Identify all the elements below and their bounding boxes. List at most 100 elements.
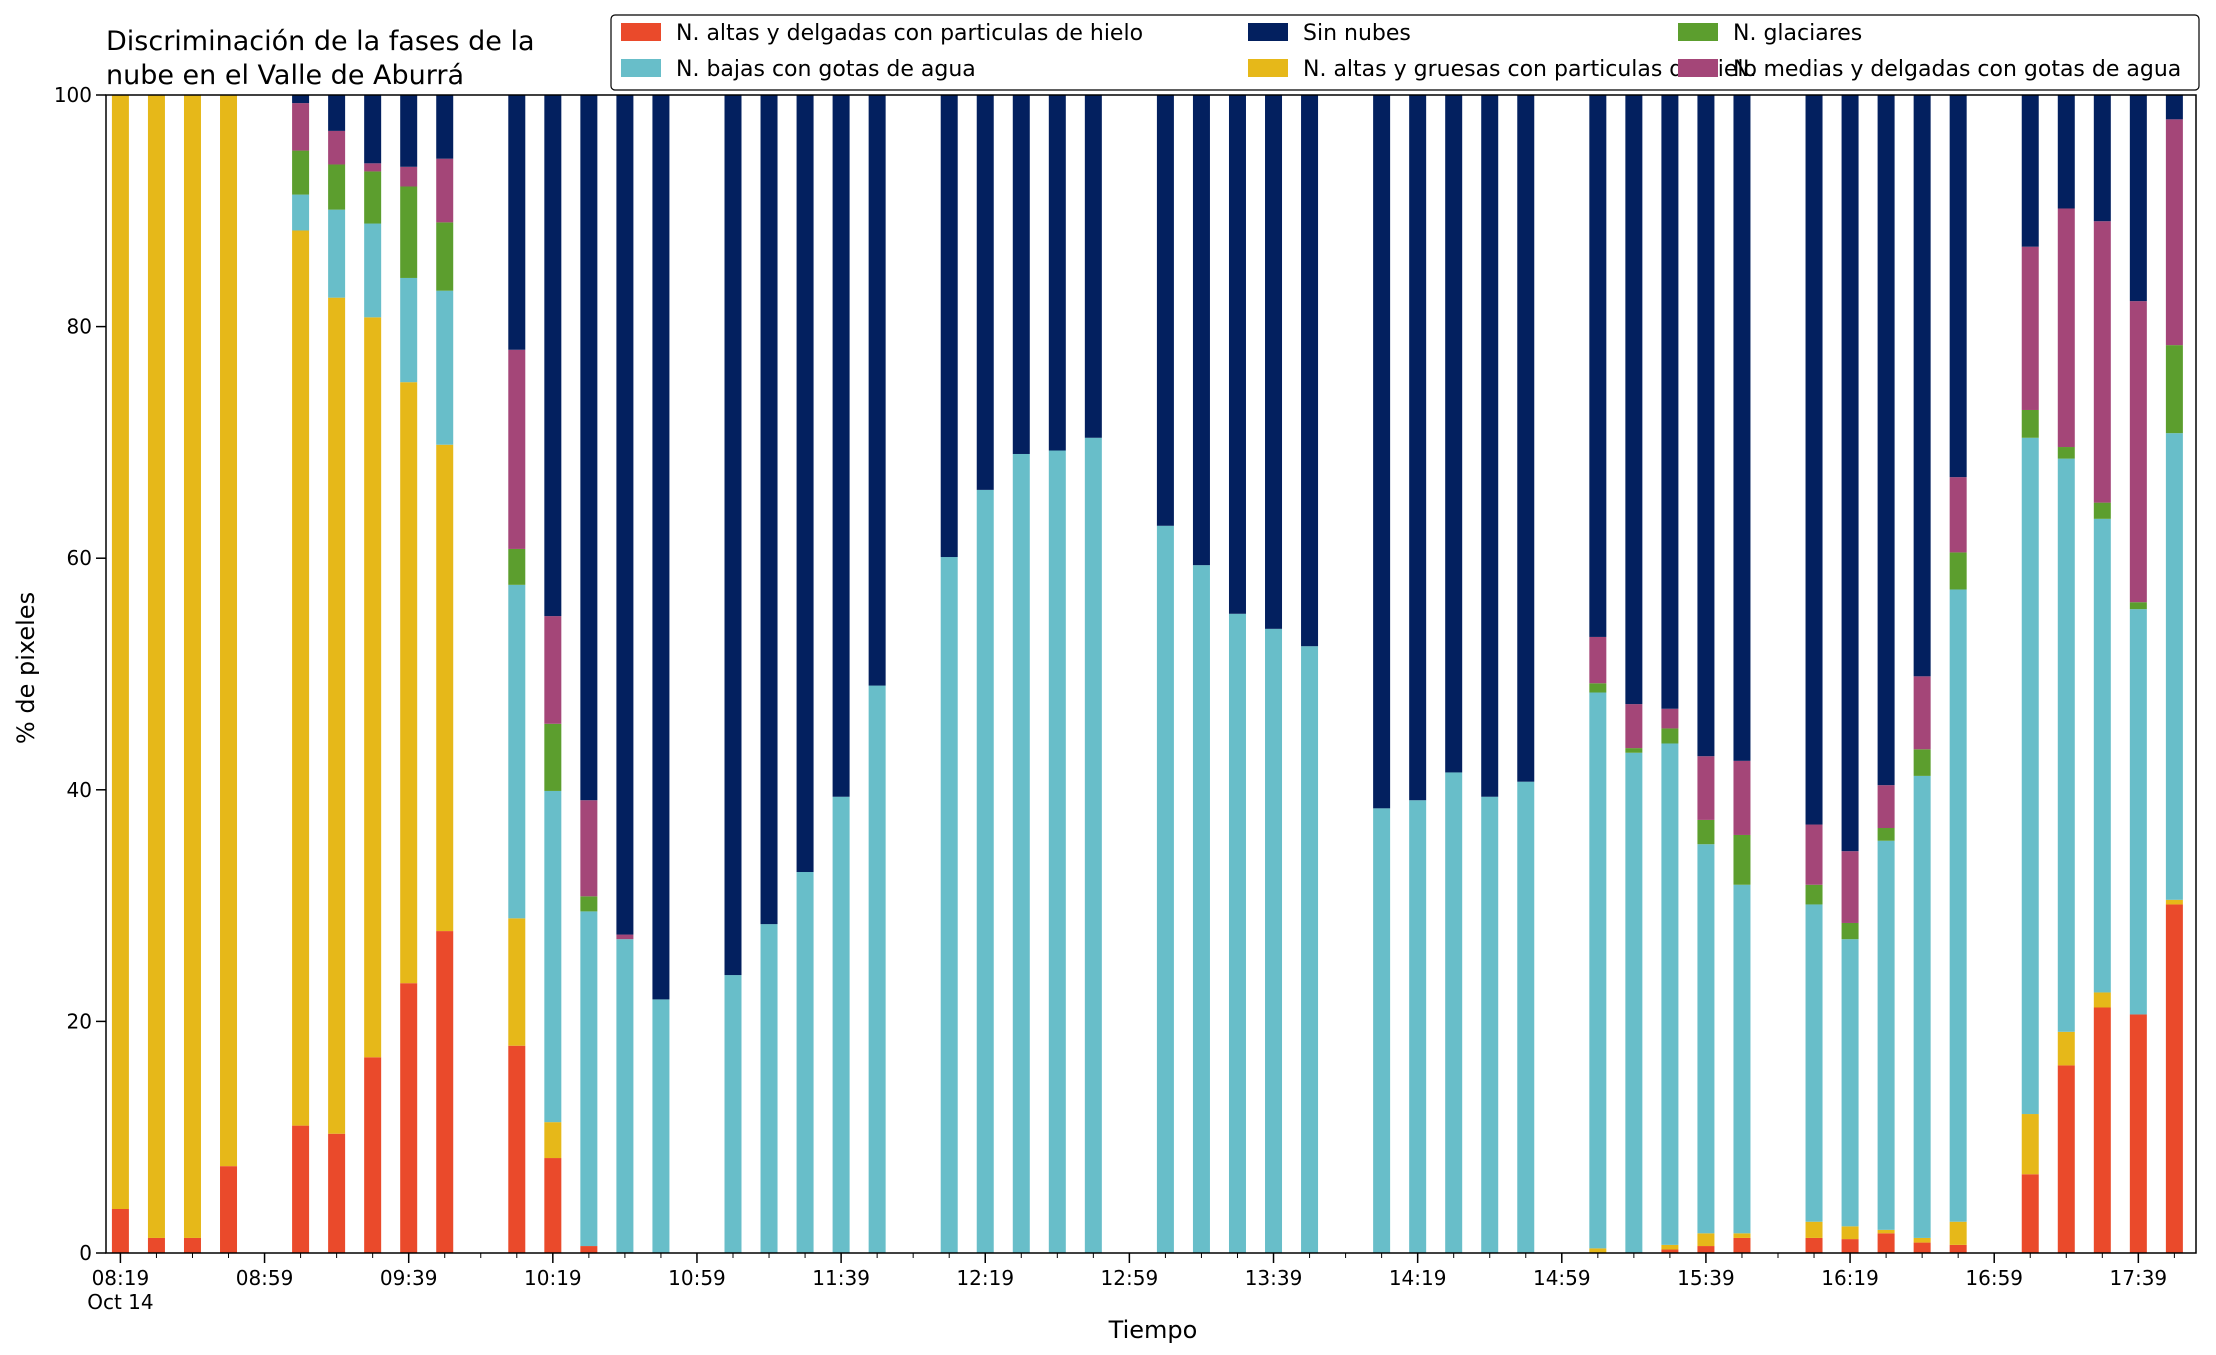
legend-label-0: N. altas y delgadas con particulas de hi…: [676, 21, 1143, 46]
bar-segment-1539-s4: [1697, 756, 1715, 820]
bar-segment-0939-s1: [400, 382, 418, 984]
bar-segment-0909-s3: [292, 150, 310, 195]
bar-segment-1009-s3: [508, 548, 526, 585]
bar-segment-1619-s2: [1841, 939, 1859, 1227]
legend-swatch-5: [1248, 23, 1288, 41]
bar-segment-1029-s2: [580, 911, 598, 1247]
bar-segment-0909-s1: [292, 230, 310, 1126]
legend-swatch-3: [1678, 23, 1718, 41]
bar-segment-1619-s4: [1841, 851, 1859, 923]
bar-segment-1329-s2: [1228, 613, 1246, 1253]
x-tick-label: 12:19: [956, 1266, 1014, 1290]
bar-segment-1729-s1: [2093, 992, 2111, 1008]
bar-segment-0919-s4: [328, 130, 346, 165]
bar-segment-1549-s0: [1733, 1237, 1751, 1253]
bar-segment-0819-s0: [111, 1209, 129, 1253]
bar-segment-1739-s3: [2129, 602, 2147, 610]
bar-segment-1749-s2: [2165, 433, 2183, 900]
bar-segment-1509-s4: [1589, 636, 1607, 684]
x-tick-label: 13:39: [1245, 1266, 1303, 1290]
legend-box: [610, 14, 2200, 91]
bar-segment-0939-s3: [400, 186, 418, 278]
bar-segment-0939-s5: [400, 95, 418, 167]
bar-segment-1549-s2: [1733, 884, 1751, 1234]
bar-segment-1729-s2: [2093, 518, 2111, 993]
bar-segment-0909-s2: [292, 194, 310, 231]
bar-segment-0849-s0: [220, 1166, 238, 1253]
x-tick-label: 16:19: [1821, 1266, 1879, 1290]
bar-segment-1019-s2: [544, 790, 562, 1123]
bar-segment-1529-s5: [1661, 95, 1679, 709]
legend-swatch-0: [621, 23, 661, 41]
bar-segment-1719-s0: [2057, 1065, 2075, 1253]
bar-segment-1539-s3: [1697, 819, 1715, 845]
bar-segment-1509-s1: [1589, 1248, 1607, 1253]
bar-segment-1629-s2: [1877, 840, 1895, 1230]
bar-segment-1739-s2: [2129, 609, 2147, 1015]
bar-segment-1729-s5: [2093, 95, 2111, 222]
bar-segment-1549-s5: [1733, 95, 1751, 761]
bar-segment-1019-s5: [544, 95, 562, 617]
bar-segment-1619-s0: [1841, 1239, 1859, 1253]
bar-segment-0949-s3: [436, 222, 454, 291]
bar-segment-1529-s0: [1661, 1249, 1679, 1253]
bar-segment-1539-s2: [1697, 844, 1715, 1234]
bar-segment-1649-s4: [1949, 477, 1967, 553]
bar-segment-1709-s2: [2021, 437, 2039, 1115]
bar-segment-1029-s3: [580, 896, 598, 912]
y-tick-label: 80: [67, 315, 92, 339]
bar-segment-1429-s5: [1445, 95, 1463, 773]
x-tick-label: 10:19: [524, 1266, 582, 1290]
y-tick-label: 20: [67, 1009, 92, 1033]
bar-segment-0949-s2: [436, 290, 454, 445]
bar-segment-1509-s5: [1589, 95, 1607, 637]
bar-segment-1149-s5: [868, 95, 886, 686]
legend-swatch-1: [1248, 59, 1288, 77]
bar-segment-1419-s2: [1409, 800, 1427, 1253]
bar-segment-1729-s4: [2093, 221, 2111, 503]
bar-segment-1339-s5: [1265, 95, 1283, 629]
bar-segment-1529-s2: [1661, 743, 1679, 1245]
bar-segment-1749-s5: [2165, 95, 2183, 120]
legend-label-2: N. bajas con gotas de agua: [676, 57, 976, 82]
bar-segment-1509-s3: [1589, 683, 1607, 693]
bar-segment-1349-s2: [1301, 646, 1319, 1253]
bar-segment-0849-s1: [220, 95, 238, 1167]
bar-segment-0939-s2: [400, 277, 418, 383]
bar-segment-1509-s2: [1589, 692, 1607, 1249]
bar-segment-1539-s5: [1697, 95, 1715, 757]
bar-segment-0949-s0: [436, 931, 454, 1253]
bar-segment-1619-s1: [1841, 1226, 1859, 1240]
bar-segment-1719-s5: [2057, 95, 2075, 209]
bar-segment-1129-s5: [796, 95, 814, 873]
bar-segment-0929-s2: [364, 223, 382, 318]
bar-segment-1739-s4: [2129, 301, 2147, 603]
x-tick-label: 15:39: [1677, 1266, 1735, 1290]
bar-segment-0929-s1: [364, 317, 382, 1058]
bar-segment-1049-s5: [652, 95, 670, 1000]
bar-segment-1049-s2: [652, 999, 670, 1253]
bar-segment-1649-s0: [1949, 1244, 1967, 1253]
y-tick-label: 40: [67, 778, 92, 802]
x-axis-label: Tiempo: [1108, 1316, 1198, 1344]
bar-segment-1649-s3: [1949, 552, 1967, 590]
bar-segment-1609-s2: [1805, 904, 1823, 1222]
bar-segment-1629-s1: [1877, 1229, 1895, 1234]
bar-segment-1009-s1: [508, 918, 526, 1046]
bar-segment-1519-s3: [1625, 748, 1643, 753]
x-tick-label: 16:59: [1965, 1266, 2023, 1290]
x-tick-label: 12:59: [1101, 1266, 1159, 1290]
bar-segment-0949-s5: [436, 95, 454, 159]
bar-segment-1749-s1: [2165, 899, 2183, 905]
bar-segment-0909-s5: [292, 95, 310, 104]
bar-segment-0939-s4: [400, 166, 418, 187]
x-tick-sublabel: Oct 14: [87, 1290, 153, 1314]
legend-swatch-4: [1678, 59, 1718, 77]
bar-segment-1009-s2: [508, 584, 526, 919]
chart-title-line-2: nube en el Valle de Aburrá: [106, 60, 464, 91]
bar-segment-1219-s2: [976, 489, 994, 1253]
bar-segment-1609-s5: [1805, 95, 1823, 825]
bar-segment-1529-s4: [1661, 708, 1679, 729]
bar-segment-0909-s0: [292, 1125, 310, 1253]
legend-swatch-2: [621, 59, 661, 77]
